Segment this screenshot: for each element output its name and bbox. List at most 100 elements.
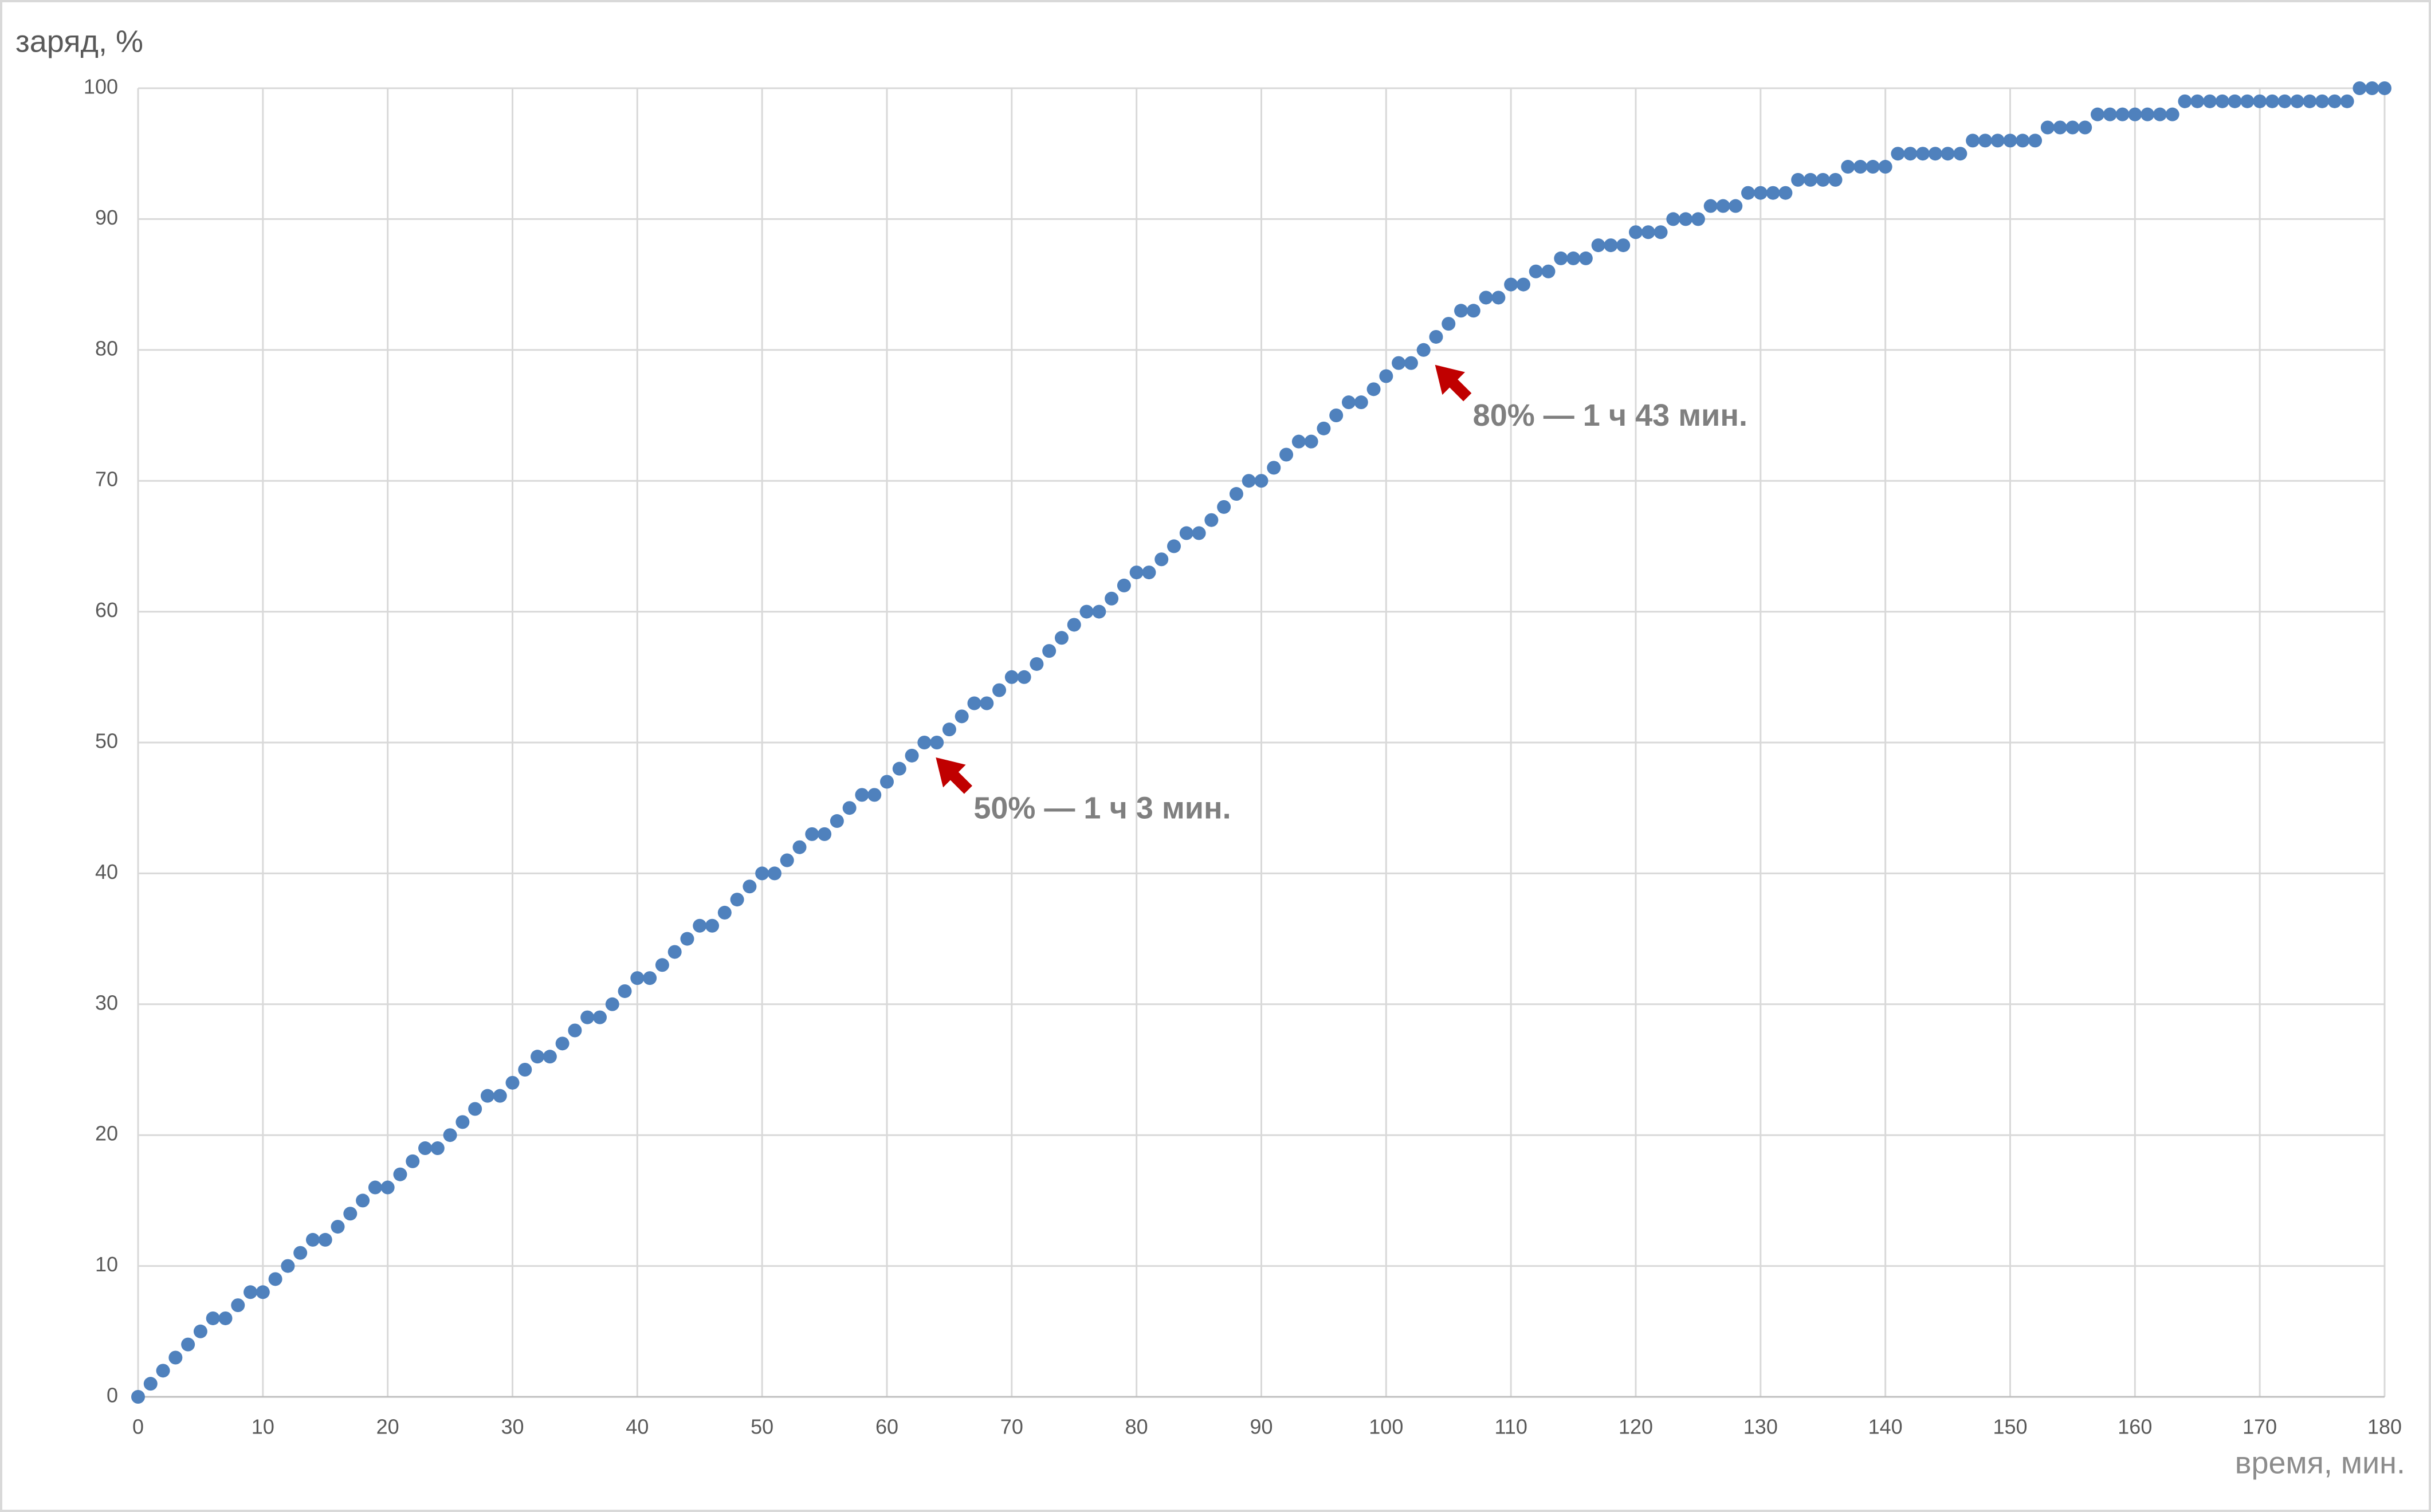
point [1042,644,1057,658]
point [1641,225,1655,239]
point [942,722,956,737]
point [730,893,744,907]
point [1304,434,1318,449]
x-tick-label: 30 [501,1415,524,1439]
point [1753,186,1768,200]
point [693,918,707,933]
point [531,1050,545,1064]
y-tick-label: 70 [95,468,118,491]
point [1004,670,1019,684]
point [1504,277,1518,292]
point [592,1010,607,1024]
point [1716,199,1730,213]
y-tick-label: 100 [84,75,118,99]
point [555,1036,570,1051]
point [2153,107,2167,121]
point [1953,147,1967,161]
point [1466,304,1480,318]
point [305,1232,320,1247]
y-tick-label: 20 [95,1122,118,1145]
point [1267,461,1281,475]
point [1990,133,2005,148]
x-tick-label: 160 [2118,1415,2152,1439]
point [830,814,844,828]
point [1366,382,1381,396]
x-tick-label: 170 [2243,1415,2277,1439]
y-tick-label: 40 [95,860,118,883]
point [2365,81,2379,95]
point [2327,94,2342,108]
point [930,736,944,749]
point [1741,186,1755,200]
point [1479,290,1493,305]
point [1766,186,1780,200]
point [1454,304,1468,318]
point [1978,133,1992,148]
point [2303,94,2317,108]
point [2003,133,2017,148]
point [1017,670,1031,684]
point [1067,618,1081,632]
point [1192,526,1206,540]
point [1217,500,1231,514]
point [818,827,832,841]
point [1866,160,1880,174]
point [605,997,619,1011]
point [1179,526,1193,540]
point [1966,133,1980,148]
point [2378,81,2391,95]
point [193,1324,207,1338]
point [705,918,720,933]
point [281,1259,295,1273]
point [1591,238,1605,253]
y-tick-label: 30 [95,991,118,1014]
point [218,1311,233,1325]
point [143,1377,158,1391]
point [2277,94,2292,108]
x-tick-label: 100 [1369,1415,1403,1439]
point [268,1272,282,1286]
point [855,788,869,802]
x-tick-label: 80 [1125,1415,1148,1439]
point [2028,133,2043,148]
point [1729,199,1743,213]
point [1928,147,1942,161]
point [2103,107,2117,121]
x-tick-label: 50 [751,1415,773,1439]
point [1604,238,1618,253]
x-tick-label: 150 [1993,1415,2027,1439]
point [1828,172,1843,187]
point [618,984,632,998]
point [1941,147,1955,161]
point [568,1023,582,1038]
point [1442,317,1456,331]
point [1079,604,1094,619]
point [967,696,981,710]
point [1903,147,1918,161]
point [780,853,794,867]
point [2128,107,2142,121]
point [1204,513,1219,527]
point [755,866,769,881]
point [380,1180,395,1195]
point [1654,225,1668,239]
point [1105,591,1119,606]
point [131,1390,145,1404]
point [2115,107,2130,121]
point [992,683,1007,697]
point [717,905,732,920]
point [244,1285,258,1299]
point [1392,356,1406,370]
point [1404,356,1418,370]
point [792,840,807,854]
point [955,709,969,724]
point [356,1193,370,1208]
x-axis-title: время, мин. [2235,1446,2405,1480]
point [2203,94,2217,108]
y-tick-label: 90 [95,206,118,229]
point [2090,107,2104,121]
point [1142,565,1156,580]
